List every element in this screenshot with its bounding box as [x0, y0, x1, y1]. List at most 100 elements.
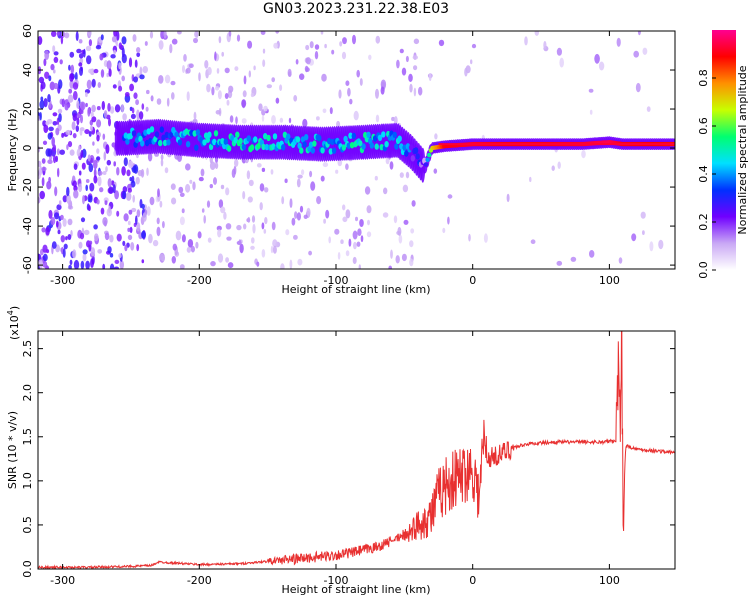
- spectrogram-cell: [358, 264, 361, 269]
- chart-title: GN03.2023.231.22.38.E03: [262, 1, 450, 17]
- ridge-cell: [425, 157, 430, 162]
- spectrogram-cell: [234, 159, 239, 167]
- spectrogram-cell: [316, 196, 322, 205]
- spectrogram-cell: [218, 36, 222, 44]
- spectrogram-cell: [102, 263, 106, 269]
- spectrogram-cell: [68, 264, 72, 269]
- spectrogram-cell: [105, 166, 108, 173]
- spectrogram-cell: [138, 111, 144, 120]
- spectrogram-ytick-label: -20: [21, 178, 34, 196]
- spectrogram-cell: [182, 65, 185, 73]
- spectrogram-cell: [171, 197, 177, 205]
- spectrogram-cell: [50, 217, 56, 226]
- spectrogram-cell: [345, 250, 350, 257]
- ridge-cell: [404, 150, 409, 157]
- spectrogram-cell: [54, 212, 60, 220]
- spectrogram-cell: [235, 116, 238, 125]
- spectrogram-cell: [45, 121, 50, 126]
- spectrogram-cell: [270, 245, 274, 254]
- spectrogram-cell: [236, 224, 242, 231]
- spectrogram-frame: [37, 30, 676, 270]
- spectrogram-cell: [303, 214, 308, 219]
- spectrogram-cell: [93, 159, 98, 170]
- spectrogram-cell: [60, 235, 65, 243]
- spectrogram-cell: [141, 230, 146, 239]
- spectrogram-cell: [127, 227, 131, 232]
- spectrogram-cell: [135, 176, 140, 185]
- spectrogram-cell: [146, 167, 149, 176]
- spectrogram-cell: [658, 239, 664, 250]
- spectrogram-cell: [411, 200, 416, 207]
- spectrogram-cell: [203, 215, 206, 224]
- spectrogram-cell: [108, 205, 111, 213]
- snr-ytick-label: 1.5: [21, 428, 34, 446]
- spectrogram-cell: [101, 100, 106, 111]
- spectrogram-cell: [74, 72, 78, 82]
- spectrogram-cell: [109, 106, 115, 114]
- spectrogram-cell: [96, 199, 100, 205]
- spectrogram-cell: [38, 36, 43, 45]
- spectrogram-cell: [442, 227, 446, 234]
- ridge-cell: [397, 135, 402, 142]
- ridge-cell: [410, 155, 415, 162]
- spectrogram-cell: [129, 83, 135, 92]
- ridge-cell: [399, 143, 404, 150]
- spectrogram-ytick-label: -40: [21, 217, 34, 235]
- spectrogram-cell: [293, 234, 298, 240]
- ridge-cell: [295, 136, 301, 143]
- spectrogram-cell: [223, 211, 227, 220]
- spectrogram-cell: [85, 179, 90, 183]
- spectrogram-cell: [82, 253, 87, 262]
- spectrogram-cell: [72, 113, 78, 122]
- spectrogram-cell: [266, 84, 272, 89]
- spectrogram-cell: [280, 263, 285, 269]
- spectrogram-cell: [250, 245, 255, 250]
- spectrogram-xtick-label: 0: [469, 274, 476, 287]
- ridge-cell: [308, 141, 314, 148]
- spectrogram-cell: [642, 230, 645, 236]
- spectrogram-cell: [356, 241, 361, 247]
- ridge-cell: [249, 144, 255, 151]
- spectrogram-cell: [62, 248, 66, 258]
- spectrogram-cell: [52, 121, 58, 126]
- ridge-cell: [158, 139, 163, 147]
- spectrogram-cell: [368, 54, 372, 60]
- spectrogram-cell: [226, 99, 230, 106]
- spectrogram-cell: [103, 151, 107, 161]
- spectrogram-cell: [78, 62, 83, 67]
- spectrogram-cell: [288, 117, 292, 124]
- spectrogram-cell: [136, 109, 140, 119]
- snr-panel: -300 -200 -100 0 100 0.0 0.5 1.0 1.5 2.0 2.5 Heig…: [6, 306, 676, 596]
- spectrogram-cell: [534, 31, 539, 36]
- spectrogram-cell: [248, 179, 254, 187]
- spectrogram-cell: [281, 196, 285, 205]
- spectrogram-cell: [131, 107, 135, 114]
- ridge-cell: [341, 144, 347, 151]
- spectrogram-cell: [91, 104, 96, 113]
- ridge-cell: [423, 162, 429, 167]
- spectrogram-cell: [72, 133, 77, 139]
- spectrogram-cell: [127, 187, 132, 193]
- spectrogram-cell: [308, 250, 312, 256]
- spectrogram-cell: [93, 68, 99, 74]
- spectrogram-cell: [352, 256, 357, 265]
- spectrogram-cell: [214, 162, 219, 170]
- spectrogram-cell: [342, 204, 346, 211]
- spectrogram-cell: [69, 259, 73, 265]
- spectrogram-cell: [275, 97, 280, 104]
- ridge-cell: [361, 143, 366, 150]
- spectrogram-cell: [124, 92, 130, 97]
- ridge-cell: [366, 131, 371, 138]
- ridge-cell: [351, 132, 356, 140]
- spectrogram-cell: [112, 84, 117, 89]
- spectrogram-cell: [39, 190, 45, 200]
- spectrogram-cell: [56, 204, 62, 211]
- snr-ytick-label: 0.5: [21, 516, 34, 534]
- spectrogram-cell: [113, 31, 117, 38]
- spectrogram-cell: [262, 48, 266, 54]
- ridge-cell: [149, 126, 155, 133]
- spectrogram-cell: [359, 219, 364, 227]
- spectrogram-cell: [243, 223, 247, 230]
- spectrogram-cell: [84, 129, 90, 135]
- spectrogram-cell: [78, 39, 83, 44]
